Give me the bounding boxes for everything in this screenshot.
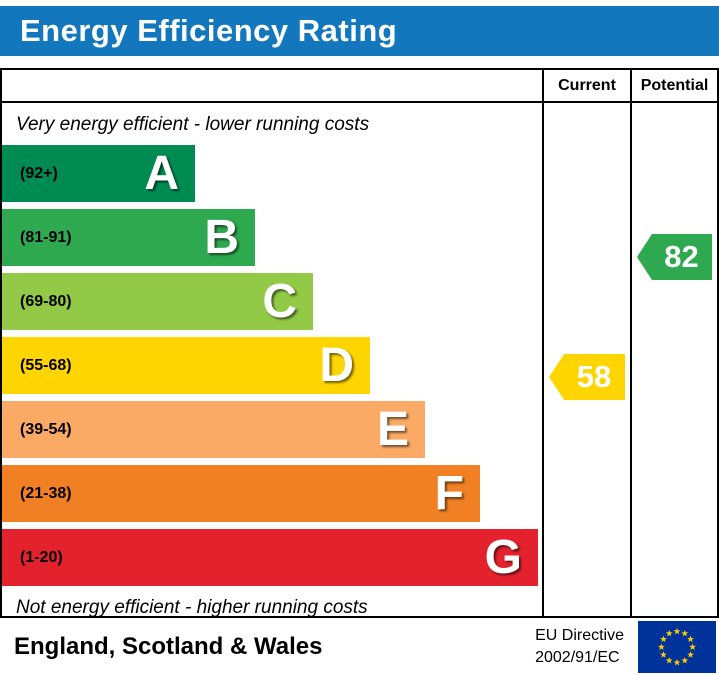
eu-directive-line2: 2002/91/EC [535, 648, 620, 666]
eu-flag-icon [638, 620, 716, 673]
band-letter-b: B [204, 210, 239, 264]
chart-header-row: Current Potential [2, 70, 717, 103]
current-column: 58 [542, 103, 630, 616]
potential-rating-arrow: 82 [637, 234, 712, 280]
band-row-g: (1-20) G [2, 529, 542, 586]
band-row-a: (92+) A [2, 145, 542, 202]
band-range-a: (92+) [20, 164, 58, 182]
eu-directive-label: EU Directive 2002/91/EC [535, 625, 624, 668]
potential-column: 82 [630, 103, 717, 616]
page-title: Energy Efficiency Rating [20, 13, 398, 48]
band-bar-c: (69-80) C [2, 273, 313, 330]
potential-column-header: Potential [630, 70, 717, 101]
bottom-caption: Not energy efficient - higher running co… [16, 597, 368, 618]
band-bar-e: (39-54) E [2, 401, 425, 458]
band-bar-g: (1-20) G [2, 529, 538, 586]
band-letter-d: D [319, 338, 354, 392]
band-letter-g: G [484, 530, 522, 584]
bands-column: Very energy efficient - lower running co… [2, 103, 542, 618]
band-letter-c: C [262, 274, 297, 328]
band-letter-f: F [434, 466, 464, 520]
band-range-e: (39-54) [20, 420, 72, 438]
band-bar-b: (81-91) B [2, 209, 255, 266]
band-range-f: (21-38) [20, 484, 72, 502]
energy-rating-chart: Current Potential Very energy efficient … [0, 68, 719, 618]
chart-header-spacer [2, 70, 542, 101]
band-letter-e: E [376, 402, 409, 456]
band-letter-a: A [144, 146, 179, 200]
current-rating-arrow: 58 [549, 354, 625, 400]
current-column-header: Current [542, 70, 630, 101]
top-caption: Very energy efficient - lower running co… [16, 114, 370, 135]
footer-right: EU Directive 2002/91/EC [535, 620, 716, 673]
band-row-e: (39-54) E [2, 401, 542, 458]
band-range-b: (81-91) [20, 228, 72, 246]
band-range-d: (55-68) [20, 356, 72, 374]
band-bar-a: (92+) A [2, 145, 195, 202]
potential-rating-value: 82 [664, 239, 699, 274]
footer: England, Scotland & Wales EU Directive 2… [0, 618, 719, 675]
band-row-b: (81-91) B [2, 209, 542, 266]
band-range-c: (69-80) [20, 292, 72, 310]
band-range-g: (1-20) [20, 548, 63, 566]
region-label: England, Scotland & Wales [14, 632, 323, 660]
eu-directive-line1: EU Directive [535, 626, 624, 644]
band-row-d: (55-68) D [2, 337, 542, 394]
band-row-c: (69-80) C [2, 273, 542, 330]
title-bar: Energy Efficiency Rating [0, 6, 719, 56]
current-rating-value: 58 [576, 359, 612, 394]
band-bar-f: (21-38) F [2, 465, 480, 522]
chart-body: Very energy efficient - lower running co… [2, 103, 717, 618]
band-row-f: (21-38) F [2, 465, 542, 522]
band-bar-d: (55-68) D [2, 337, 370, 394]
